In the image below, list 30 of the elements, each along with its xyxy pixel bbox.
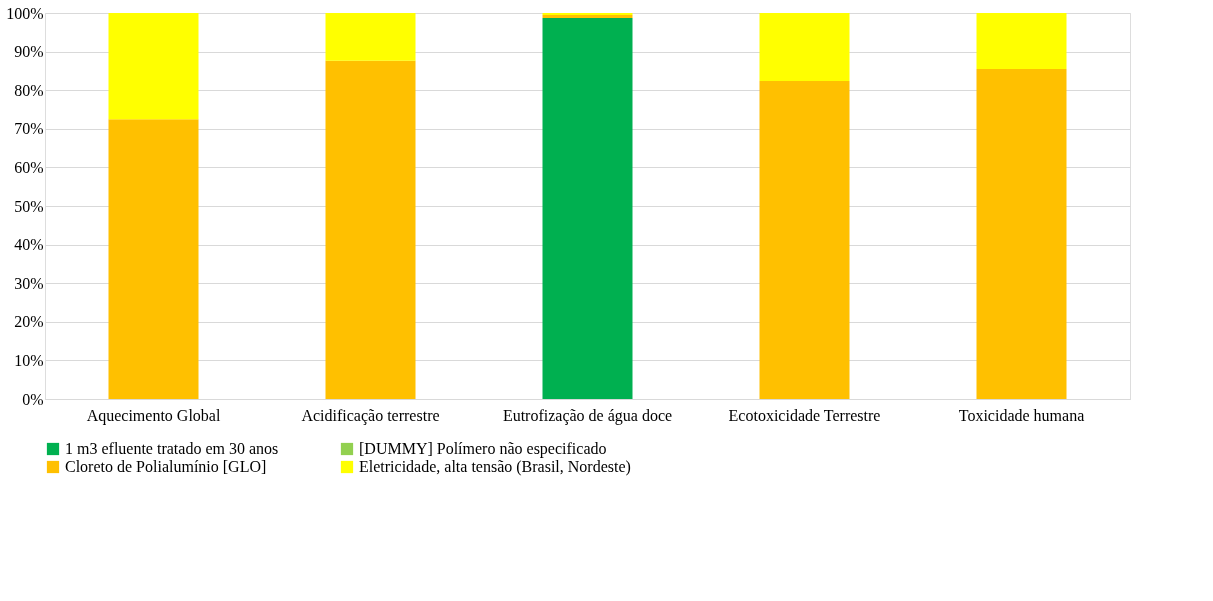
legend-label: Eletricidade, alta tensão (Brasil, Nordeste) xyxy=(359,458,631,476)
y-tick-label: 0% xyxy=(22,390,44,408)
x-tick-label: Acidificação terrestre xyxy=(301,406,440,425)
bar xyxy=(976,68,1067,399)
bar xyxy=(976,13,1067,69)
y-tick-label: 20% xyxy=(14,313,44,331)
legend-label: 1 m3 efluente tratado em 30 anos xyxy=(65,440,279,457)
bar xyxy=(325,60,416,399)
x-tick-label: Toxicidade humana xyxy=(958,406,1085,424)
bar xyxy=(325,13,416,61)
bar xyxy=(108,119,199,399)
x-tick-label: Aquecimento Global xyxy=(86,406,221,425)
y-tick-label: 30% xyxy=(14,274,44,292)
bar xyxy=(759,13,850,81)
x-tick-label: Eutrofização de água doce xyxy=(502,406,673,425)
y-tick-label: 90% xyxy=(14,43,44,61)
bar xyxy=(542,18,633,399)
y-tick-label: 40% xyxy=(14,236,44,254)
y-tick-label: 50% xyxy=(14,197,44,215)
y-tick-label: 80% xyxy=(14,81,44,99)
bar xyxy=(759,80,850,399)
y-tick-label: 100% xyxy=(6,4,44,22)
legend-label: Cloreto de Polialumínio [GLO] xyxy=(65,458,267,475)
bar xyxy=(108,13,199,120)
y-tick-label: 10% xyxy=(14,351,44,369)
x-tick-label: Ecotoxicidade Terrestre xyxy=(728,406,881,424)
y-tick-label: 70% xyxy=(14,120,44,138)
y-tick-label: 60% xyxy=(14,158,44,176)
legend-label: [DUMMY] Polímero não especificado xyxy=(359,440,607,458)
bar xyxy=(542,14,633,19)
